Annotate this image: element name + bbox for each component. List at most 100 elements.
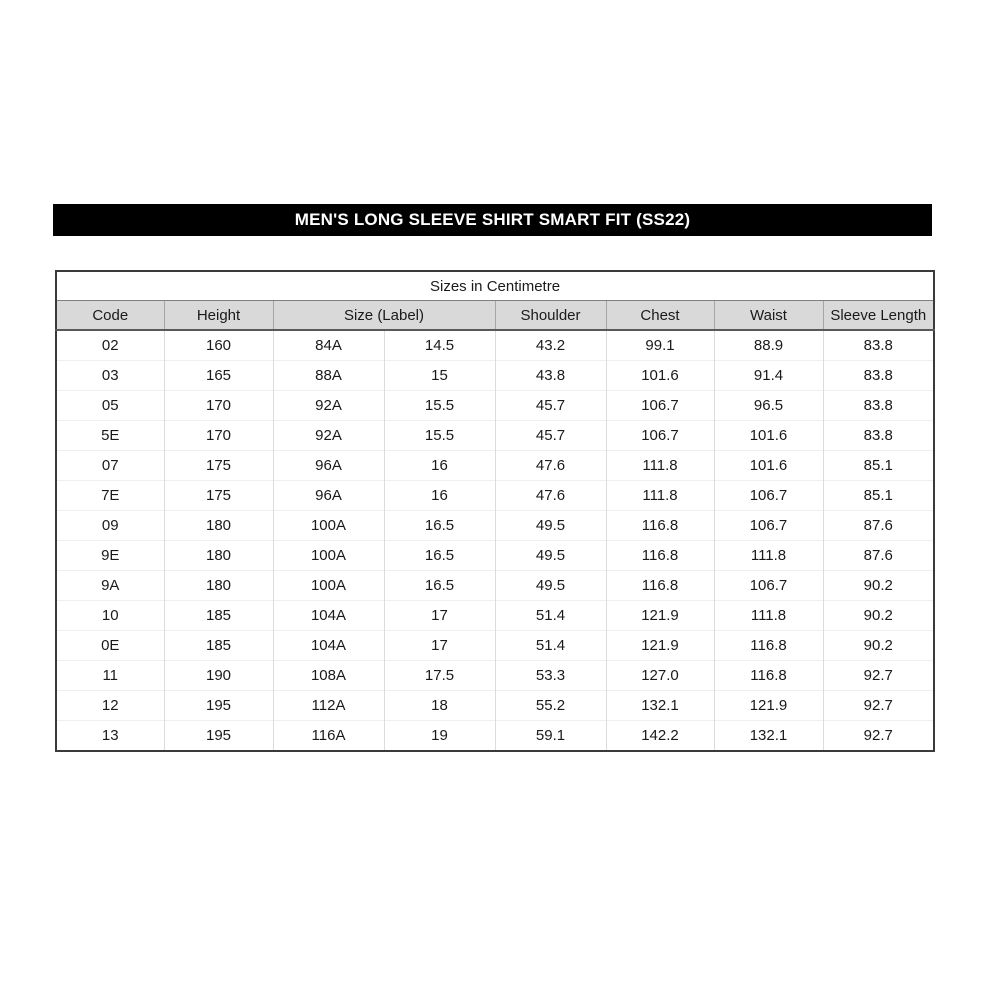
table-cell: 05 bbox=[56, 390, 164, 421]
size-table: Sizes in Centimetre Code Height Size (La… bbox=[55, 270, 936, 752]
table-cell: 160 bbox=[163, 329, 273, 361]
table-cell: 45.7 bbox=[494, 390, 606, 421]
table-cell: 104A bbox=[272, 630, 384, 661]
table-cell: 99.1 bbox=[605, 329, 714, 361]
table-cell: 43.8 bbox=[494, 360, 606, 391]
table-cell: 92.7 bbox=[822, 690, 935, 721]
table-cell: 195 bbox=[163, 720, 273, 751]
table-cell: 91.4 bbox=[713, 360, 823, 391]
table-cell: 180 bbox=[163, 540, 273, 571]
table-cell: 16 bbox=[383, 450, 495, 481]
table-cell: 116A bbox=[272, 720, 384, 751]
table-row: 05 170 92A 15.5 45.7 106.7 96.5 83.8 bbox=[56, 390, 935, 421]
table-cell: 92A bbox=[272, 390, 384, 421]
table-cell: 0E bbox=[56, 630, 164, 661]
table-cell: 111.8 bbox=[605, 450, 714, 481]
table-cell: 127.0 bbox=[605, 660, 714, 691]
table-cell: 190 bbox=[163, 660, 273, 691]
table-cell: 175 bbox=[163, 450, 273, 481]
table-cell: 132.1 bbox=[605, 690, 714, 721]
table-cell: 15 bbox=[383, 360, 495, 391]
table-cell: 87.6 bbox=[822, 510, 935, 541]
table-cell: 85.1 bbox=[822, 480, 935, 511]
table-cell: 83.8 bbox=[822, 360, 935, 391]
column-header-size-label: Size (Label) bbox=[272, 300, 495, 331]
table-cell: 03 bbox=[56, 360, 164, 391]
table-cell: 92.7 bbox=[822, 660, 935, 691]
table-row: 7E 175 96A 16 47.6 111.8 106.7 85.1 bbox=[56, 480, 935, 511]
table-cell: 132.1 bbox=[713, 720, 823, 751]
table-cell: 43.2 bbox=[494, 329, 606, 361]
table-row: 10 185 104A 17 51.4 121.9 111.8 90.2 bbox=[56, 600, 935, 631]
table-cell: 09 bbox=[56, 510, 164, 541]
table-cell: 116.8 bbox=[605, 570, 714, 601]
table-cell: 106.7 bbox=[713, 480, 823, 511]
table-cell: 88A bbox=[272, 360, 384, 391]
table-cell: 51.4 bbox=[494, 630, 606, 661]
table-cell: 49.5 bbox=[494, 570, 606, 601]
table-cell: 90.2 bbox=[822, 630, 935, 661]
table-cell: 92A bbox=[272, 420, 384, 451]
table-cell: 104A bbox=[272, 600, 384, 631]
table-cell: 111.8 bbox=[713, 540, 823, 571]
table-row: 9A 180 100A 16.5 49.5 116.8 106.7 90.2 bbox=[56, 570, 935, 601]
column-header-chest: Chest bbox=[605, 300, 714, 331]
column-header-waist: Waist bbox=[713, 300, 823, 331]
table-cell: 108A bbox=[272, 660, 384, 691]
table-cell: 02 bbox=[56, 329, 164, 361]
table-cell: 116.8 bbox=[713, 660, 823, 691]
table-cell: 59.1 bbox=[494, 720, 606, 751]
table-cell: 96A bbox=[272, 480, 384, 511]
table-cell: 121.9 bbox=[713, 690, 823, 721]
table-row: 11 190 108A 17.5 53.3 127.0 116.8 92.7 bbox=[56, 660, 935, 691]
column-header-code: Code bbox=[56, 300, 164, 331]
table-cell: 9E bbox=[56, 540, 164, 571]
table-cell: 87.6 bbox=[822, 540, 935, 571]
table-cell: 17.5 bbox=[383, 660, 495, 691]
table-cell: 112A bbox=[272, 690, 384, 721]
table-cell: 111.8 bbox=[605, 480, 714, 511]
table-row: 03 165 88A 15 43.8 101.6 91.4 83.8 bbox=[56, 360, 935, 391]
table-row: 09 180 100A 16.5 49.5 116.8 106.7 87.6 bbox=[56, 510, 935, 541]
table-cell: 7E bbox=[56, 480, 164, 511]
table-cell: 116.8 bbox=[713, 630, 823, 661]
table-cell: 96A bbox=[272, 450, 384, 481]
table-cell: 90.2 bbox=[822, 600, 935, 631]
table-row: 0E 185 104A 17 51.4 121.9 116.8 90.2 bbox=[56, 630, 935, 661]
table-cell: 9A bbox=[56, 570, 164, 601]
table-cell: 83.8 bbox=[822, 329, 935, 361]
table-cell: 180 bbox=[163, 570, 273, 601]
table-cell: 90.2 bbox=[822, 570, 935, 601]
table-cell: 45.7 bbox=[494, 420, 606, 451]
table-cell: 51.4 bbox=[494, 600, 606, 631]
table-cell: 13 bbox=[56, 720, 164, 751]
table-cell: 84A bbox=[272, 329, 384, 361]
table-cell: 15.5 bbox=[383, 420, 495, 451]
table-cell: 49.5 bbox=[494, 510, 606, 541]
table-row: 02 160 84A 14.5 43.2 99.1 88.9 83.8 bbox=[56, 329, 935, 361]
table-cell: 17 bbox=[383, 600, 495, 631]
table-cell: 53.3 bbox=[494, 660, 606, 691]
table-row: 13 195 116A 19 59.1 142.2 132.1 92.7 bbox=[56, 720, 935, 751]
table-cell: 5E bbox=[56, 420, 164, 451]
table-cell: 111.8 bbox=[713, 600, 823, 631]
table-cell: 16.5 bbox=[383, 540, 495, 571]
table-cell: 116.8 bbox=[605, 510, 714, 541]
table-caption-row: Sizes in Centimetre bbox=[56, 271, 935, 301]
column-header-shoulder: Shoulder bbox=[494, 300, 606, 331]
table-cell: 55.2 bbox=[494, 690, 606, 721]
table-cell: 16 bbox=[383, 480, 495, 511]
table-cell: 17 bbox=[383, 630, 495, 661]
table-cell: 96.5 bbox=[713, 390, 823, 421]
table-header-row: Code Height Size (Label) Shoulder Chest … bbox=[56, 300, 935, 331]
size-chart: Sizes in Centimetre Code Height Size (La… bbox=[55, 270, 936, 752]
table-cell: 49.5 bbox=[494, 540, 606, 571]
table-row: 07 175 96A 16 47.6 111.8 101.6 85.1 bbox=[56, 450, 935, 481]
table-cell: 18 bbox=[383, 690, 495, 721]
table-cell: 10 bbox=[56, 600, 164, 631]
table-cell: 195 bbox=[163, 690, 273, 721]
table-cell: 101.6 bbox=[605, 360, 714, 391]
column-header-sleeve-length: Sleeve Length bbox=[822, 300, 935, 331]
table-cell: 142.2 bbox=[605, 720, 714, 751]
table-cell: 15.5 bbox=[383, 390, 495, 421]
